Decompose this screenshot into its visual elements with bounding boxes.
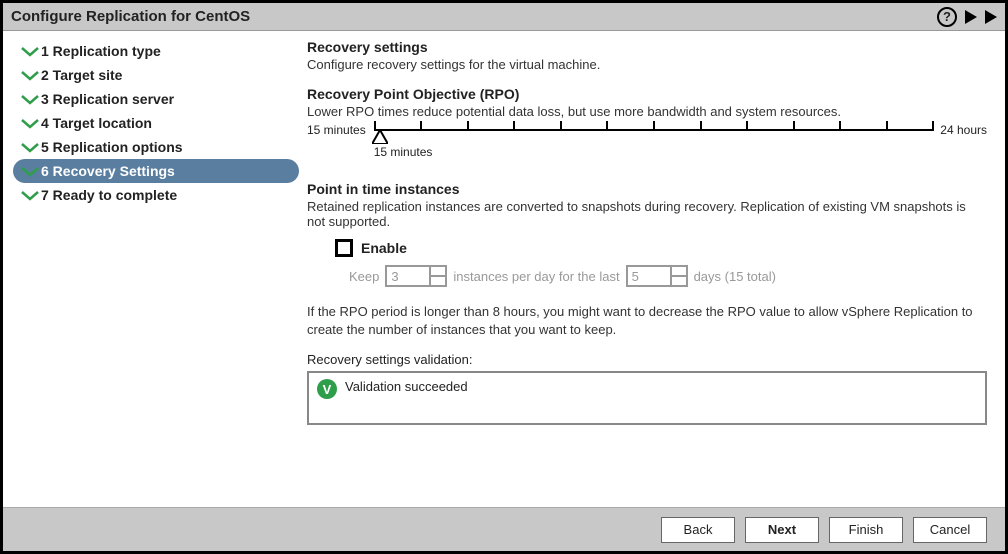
cancel-button[interactable]: Cancel — [913, 517, 987, 543]
check-circle-icon: V — [317, 379, 337, 399]
forward-icon[interactable] — [965, 10, 977, 24]
rpo-slider-row: 15 minutes 15 minutes 24 hours — [307, 129, 987, 157]
instances-per-day-stepper[interactable]: 3 — [385, 265, 447, 287]
wizard-step-label: 4 Target location — [41, 115, 152, 131]
pit-section: Point in time instances Retained replica… — [307, 181, 987, 425]
pit-enable-label: Enable — [361, 240, 407, 256]
wizard-step-label: 1 Replication type — [41, 43, 161, 59]
pit-enable-checkbox[interactable] — [335, 239, 353, 257]
slider-tick — [932, 121, 934, 131]
slider-tick — [467, 121, 469, 131]
footer: Back Next Finish Cancel — [3, 507, 1005, 551]
chevron-down-icon[interactable] — [672, 277, 686, 285]
wizard-step[interactable]: 3 Replication server — [13, 87, 299, 111]
slider-tick — [746, 121, 748, 131]
validation-box: V Validation succeeded — [307, 371, 987, 425]
instances-per-day-value: 3 — [387, 267, 431, 285]
body: 1 Replication type 2 Target site 3 Replica… — [3, 31, 1005, 507]
chevron-down-icon[interactable] — [431, 277, 445, 285]
wizard-steps-sidebar: 1 Replication type 2 Target site 3 Replica… — [3, 31, 303, 507]
rpo-slider[interactable]: 15 minutes — [374, 129, 933, 157]
titlebar-controls: ? — [937, 7, 997, 27]
back-button[interactable]: Back — [661, 517, 735, 543]
forward-icon-2[interactable] — [985, 10, 997, 24]
pit-mid-label: instances per day for the last — [453, 269, 619, 284]
slider-tick — [886, 121, 888, 131]
recovery-settings-subheading: Configure recovery settings for the virt… — [307, 57, 987, 72]
slider-tick — [560, 121, 562, 131]
rpo-desc: Lower RPO times reduce potential data lo… — [307, 104, 987, 119]
pit-keep-label: Keep — [349, 269, 379, 284]
stepper-spin — [431, 267, 445, 285]
wizard-window: Configure Replication for CentOS ? 1 Rep… — [0, 0, 1008, 554]
pit-desc: Retained replication instances are conve… — [307, 199, 987, 229]
chevron-down-icon — [19, 69, 41, 81]
window-title: Configure Replication for CentOS — [11, 8, 250, 25]
chevron-up-icon[interactable] — [431, 267, 445, 277]
pit-days-suffix: days (15 total) — [694, 269, 776, 284]
slider-tick — [606, 121, 608, 131]
wizard-step[interactable]: 6 Recovery Settings — [13, 159, 299, 183]
chevron-down-icon — [19, 45, 41, 57]
validation-status: Validation succeeded — [345, 379, 468, 394]
days-value: 5 — [628, 267, 672, 285]
wizard-step-label: 7 Ready to complete — [41, 187, 177, 203]
slider-tick — [793, 121, 795, 131]
wizard-step-label: 2 Target site — [41, 67, 122, 83]
recovery-settings-heading: Recovery settings — [307, 39, 987, 55]
rpo-value-label: 15 minutes — [374, 145, 433, 159]
slider-tick — [374, 121, 376, 131]
wizard-step-label: 3 Replication server — [41, 91, 174, 107]
slider-tick — [653, 121, 655, 131]
wizard-step[interactable]: 2 Target site — [13, 63, 299, 87]
validation-label: Recovery settings validation: — [307, 352, 987, 367]
rpo-section: Recovery Point Objective (RPO) Lower RPO… — [307, 86, 987, 157]
chevron-down-icon — [19, 165, 41, 177]
help-icon[interactable]: ? — [937, 7, 957, 27]
wizard-step[interactable]: 7 Ready to complete — [13, 183, 299, 207]
pit-enable-row: Enable — [335, 239, 987, 257]
chevron-down-icon — [19, 117, 41, 129]
chevron-down-icon — [19, 141, 41, 153]
slider-tick — [839, 121, 841, 131]
rpo-max-label: 24 hours — [940, 123, 987, 137]
wizard-step-label: 5 Replication options — [41, 139, 183, 155]
chevron-up-icon[interactable] — [672, 267, 686, 277]
titlebar: Configure Replication for CentOS ? — [3, 3, 1005, 31]
slider-tick — [700, 121, 702, 131]
finish-button[interactable]: Finish — [829, 517, 903, 543]
slider-tick — [420, 121, 422, 131]
chevron-down-icon — [19, 189, 41, 201]
rpo-title: Recovery Point Objective (RPO) — [307, 86, 987, 102]
slider-tick — [513, 121, 515, 131]
pit-keep-row: Keep 3 instances per day for the last 5 — [349, 265, 987, 287]
wizard-step[interactable]: 1 Replication type — [13, 39, 299, 63]
wizard-step[interactable]: 5 Replication options — [13, 135, 299, 159]
pit-title: Point in time instances — [307, 181, 987, 197]
wizard-step-label: 6 Recovery Settings — [41, 163, 175, 179]
content-panel: Recovery settings Configure recovery set… — [303, 31, 1005, 507]
next-button[interactable]: Next — [745, 517, 819, 543]
stepper-spin-2 — [672, 267, 686, 285]
rpo-note: If the RPO period is longer than 8 hours… — [307, 303, 987, 338]
chevron-down-icon — [19, 93, 41, 105]
wizard-step[interactable]: 4 Target location — [13, 111, 299, 135]
rpo-min-label: 15 minutes — [307, 123, 366, 137]
days-stepper[interactable]: 5 — [626, 265, 688, 287]
